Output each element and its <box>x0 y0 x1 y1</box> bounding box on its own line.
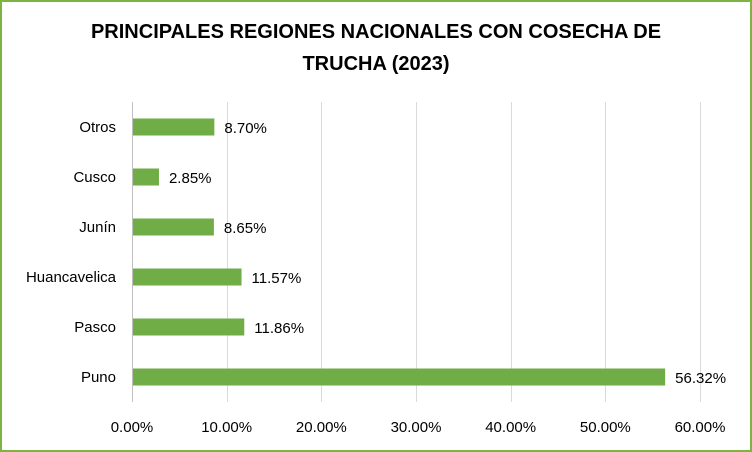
category-label-4: Pasco <box>74 319 116 336</box>
data-label-4: 11.86% <box>254 320 304 337</box>
category-label-0: Otros <box>79 119 116 136</box>
bar-3 <box>133 268 242 286</box>
bar-1 <box>133 168 159 186</box>
x-tick-label-4: 40.00% <box>485 419 536 436</box>
x-tick-label-3: 30.00% <box>391 419 442 436</box>
bar-5 <box>133 368 666 386</box>
data-label-0: 8.70% <box>224 120 267 137</box>
chart-title: PRINCIPALES REGIONES NACIONALES CON COSE… <box>2 16 750 80</box>
data-label-2: 8.65% <box>224 220 267 237</box>
x-tick-label-2: 20.00% <box>296 419 347 436</box>
category-label-1: Cusco <box>73 169 116 186</box>
data-label-1: 2.85% <box>169 170 212 187</box>
x-tick-label-1: 10.00% <box>201 419 252 436</box>
x-tick-label-0: 0.00% <box>111 419 154 436</box>
chart-title-line-2: TRUCHA (2023) <box>302 53 450 75</box>
category-label-5: Puno <box>81 369 116 386</box>
category-label-3: Huancavelica <box>26 269 117 286</box>
bar-2 <box>133 218 214 236</box>
data-label-5: 56.32% <box>675 370 726 387</box>
bar-4 <box>133 318 245 336</box>
data-label-3: 11.57% <box>252 270 302 287</box>
x-tick-label-5: 50.00% <box>580 419 631 436</box>
x-tick-label-6: 60.00% <box>675 419 726 436</box>
chart-title-line-1: PRINCIPALES REGIONES NACIONALES CON COSE… <box>90 21 662 43</box>
category-label-2: Junín <box>79 219 116 236</box>
bar-0 <box>133 118 215 136</box>
